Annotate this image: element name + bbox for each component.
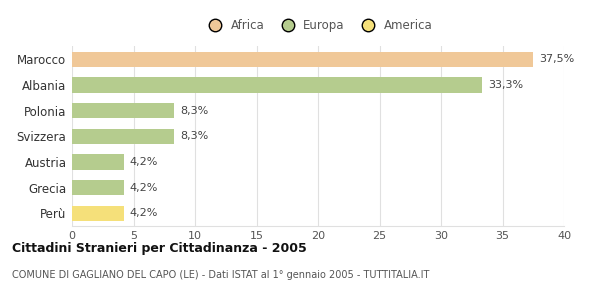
Bar	[72, 206, 124, 221]
Text: 4,2%: 4,2%	[130, 183, 158, 193]
Text: 37,5%: 37,5%	[539, 54, 575, 64]
Bar	[72, 128, 174, 144]
Text: 4,2%: 4,2%	[130, 157, 158, 167]
Bar	[72, 154, 124, 170]
Text: Cittadini Stranieri per Cittadinanza - 2005: Cittadini Stranieri per Cittadinanza - 2…	[12, 242, 307, 255]
Bar	[72, 77, 482, 93]
Bar	[72, 180, 124, 195]
Text: 4,2%: 4,2%	[130, 208, 158, 218]
Legend: Africa, Europa, America: Africa, Europa, America	[199, 14, 437, 37]
Text: 33,3%: 33,3%	[488, 80, 523, 90]
Bar	[72, 52, 533, 67]
Text: 8,3%: 8,3%	[180, 131, 208, 141]
Bar	[72, 103, 174, 118]
Text: 8,3%: 8,3%	[180, 106, 208, 116]
Text: COMUNE DI GAGLIANO DEL CAPO (LE) - Dati ISTAT al 1° gennaio 2005 - TUTTITALIA.IT: COMUNE DI GAGLIANO DEL CAPO (LE) - Dati …	[12, 270, 430, 280]
